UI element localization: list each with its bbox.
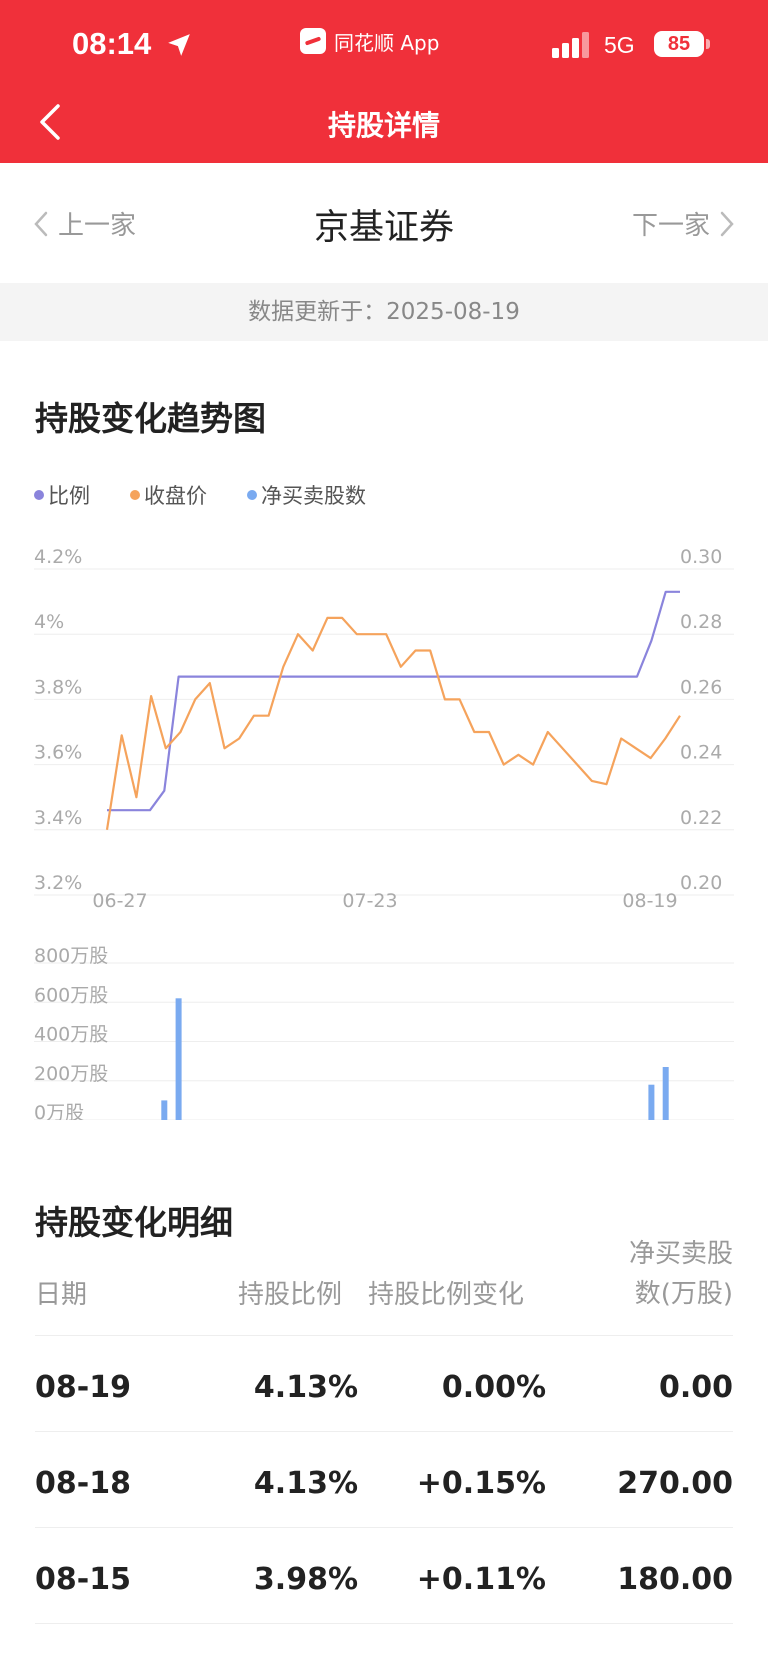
x-axis-tick: 08-19 [622, 890, 677, 912]
legend-label-ratio: 比例 [48, 484, 90, 508]
net-shares-bar [648, 1084, 655, 1120]
trend-section-title: 持股变化趋势图 [35, 399, 266, 438]
holding-detail-table: 日期 持股比例 持股比例变化 净买卖股 数(万股) 08-19 4.13% 0.00… [35, 1239, 733, 1662]
cell-net-shares: 0.00 [659, 1658, 733, 1662]
cell-ratio-change: +0.15% [416, 1466, 546, 1501]
cell-ratio-change: 0.00% [441, 1370, 546, 1405]
app-logo-icon [300, 28, 326, 54]
legend-label-close-price: 收盘价 [144, 484, 207, 508]
table-header: 日期 持股比例 持股比例变化 净买卖股 数(万股) [35, 1239, 733, 1336]
left-axis-tick: 4% [34, 611, 64, 633]
net-shares-bar [161, 1100, 168, 1120]
legend-dot-ratio [34, 490, 44, 500]
status-time: 08:14 [72, 26, 152, 61]
left-axis-tick: 4.2% [34, 546, 82, 568]
cell-date: 08-18 [35, 1466, 131, 1501]
network-type: 5G [604, 32, 635, 58]
legend-label-net-shares: 净买卖股数 [261, 484, 366, 508]
bar-axis-tick: 200万股 [34, 1063, 108, 1085]
chevron-right-icon [720, 211, 734, 236]
x-axis-tick: 06-27 [92, 890, 147, 912]
cell-date: 08-14 [35, 1658, 131, 1662]
return-to-app-indicator[interactable]: 同花顺 App [300, 26, 439, 56]
status-bar: 08:14 同花顺 App 5G 85 [0, 0, 768, 90]
cell-ratio: 3.98% [253, 1562, 358, 1597]
header-net-shares-line1: 净买卖股 [628, 1239, 733, 1269]
chart-legend: 比例 收盘价 净买卖股数 [34, 480, 366, 510]
battery-tip [706, 39, 710, 49]
table-row[interactable]: 08-14 3.87% 0.00% 0.00 [35, 1624, 733, 1662]
header-ratio-change: 持股比例变化 [368, 1280, 525, 1310]
prev-company-button[interactable]: 上一家 [32, 205, 136, 242]
cell-net-shares: 180.00 [617, 1562, 733, 1597]
right-axis-tick: 0.20 [680, 872, 722, 894]
holding-trend-line-chart[interactable]: 4.2% 0.30 4% 0.28 3.8% 0.26 3.6% 0.24 3.4% 0.22 3.… [0, 530, 768, 920]
legend-item-close-price[interactable]: 收盘价 [130, 480, 207, 510]
battery-icon: 85 [654, 31, 704, 57]
header-net-shares: 净买卖股 数(万股) [629, 1234, 733, 1314]
cellular-signal-icon [552, 32, 589, 58]
legend-dot-net-shares [247, 490, 257, 500]
company-name: 京基证券 [313, 208, 454, 248]
net-shares-bar-chart[interactable]: 800万股 600万股 400万股 200万股 0万股 [0, 945, 768, 1120]
left-axis-tick: 3.6% [34, 742, 82, 764]
cell-ratio-change: 0.00% [442, 1658, 546, 1662]
x-axis-tick: 07-23 [342, 890, 397, 912]
return-app-name: 同花顺 App [334, 30, 440, 55]
header-ratio: 持股比例 [238, 1280, 343, 1310]
header-date: 日期 [35, 1280, 88, 1310]
legend-item-ratio[interactable]: 比例 [34, 480, 90, 510]
bar-axis-tick: 600万股 [34, 984, 108, 1006]
right-axis-tick: 0.24 [680, 742, 722, 764]
next-company-button[interactable]: 下一家 [632, 205, 736, 242]
legend-dot-close-price [130, 490, 140, 500]
data-update-time: 数据更新于：2025-08-19 [0, 283, 768, 341]
cell-ratio: 4.13% [253, 1370, 358, 1405]
chevron-left-icon [34, 211, 48, 236]
next-company-label: 下一家 [631, 211, 710, 241]
right-axis-tick: 0.26 [680, 676, 722, 698]
table-row[interactable]: 08-18 4.13% +0.15% 270.00 [35, 1432, 733, 1528]
left-axis-tick: 3.4% [34, 807, 82, 829]
stock-nav: 上一家 京基证券 下一家 [0, 163, 768, 283]
cell-date: 08-15 [35, 1562, 131, 1597]
series-line-ratio [107, 590, 680, 812]
bar-axis-tick: 0万股 [34, 1102, 84, 1120]
net-shares-bar [175, 998, 182, 1120]
cell-date: 08-19 [35, 1370, 131, 1405]
bar-axis-tick: 400万股 [34, 1024, 108, 1046]
right-axis-tick: 0.22 [680, 807, 722, 829]
cell-net-shares: 270.00 [617, 1466, 733, 1501]
app-header: 08:14 同花顺 App 5G 85 持股详情 [0, 0, 768, 163]
net-shares-bar [662, 1067, 669, 1120]
cell-net-shares: 0.00 [658, 1370, 733, 1405]
table-row[interactable]: 08-19 4.13% 0.00% 0.00 [35, 1336, 733, 1432]
table-row[interactable]: 08-15 3.98% +0.11% 180.00 [35, 1528, 733, 1624]
left-axis-tick: 3.8% [34, 676, 82, 698]
header-net-shares-line2: 数(万股) [634, 1279, 733, 1309]
bar-axis-tick: 800万股 [34, 945, 108, 967]
cell-ratio: 4.13% [253, 1466, 358, 1501]
prev-company-label: 上一家 [58, 211, 137, 241]
legend-item-net-shares[interactable]: 净买卖股数 [247, 480, 366, 510]
detail-section-title: 持股变化明细 [35, 1203, 233, 1242]
series-line-close-price [105, 616, 681, 830]
right-axis-tick: 0.28 [680, 611, 722, 633]
cell-ratio: 3.87% [254, 1658, 358, 1662]
location-arrow-icon [168, 34, 190, 56]
page-title: 持股详情 [327, 109, 440, 142]
left-axis-tick: 3.2% [34, 872, 82, 894]
right-axis-tick: 0.30 [680, 546, 722, 568]
back-chevron-icon[interactable] [36, 102, 66, 142]
cell-ratio-change: +0.11% [416, 1562, 546, 1597]
